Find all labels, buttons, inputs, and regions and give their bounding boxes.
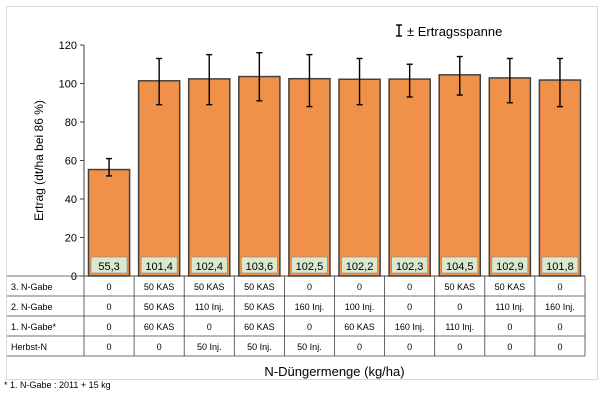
y-tick-label: 0 bbox=[71, 271, 77, 283]
table-cell: 0 bbox=[557, 342, 562, 352]
bar bbox=[137, 80, 181, 277]
table-cell: 0 bbox=[557, 282, 562, 292]
bar-chart: 0 20 40 60 80 100 120 Ertrag (dt/ha bei 86 %) ± … bbox=[7, 24, 586, 379]
table-cell: 0 bbox=[357, 282, 362, 292]
table-cell: 0 bbox=[107, 282, 112, 292]
bar bbox=[238, 75, 281, 277]
table-cell: 0 bbox=[107, 342, 112, 352]
table-cell: 0 bbox=[307, 322, 312, 332]
table-cell: 50 KAS bbox=[244, 302, 275, 312]
value-label: 55,3 bbox=[98, 261, 119, 273]
table-cell: 0 bbox=[107, 322, 112, 332]
value-label-box bbox=[291, 256, 328, 274]
value-label-box bbox=[491, 256, 529, 274]
table-cell: 110 Inj. bbox=[445, 322, 474, 332]
table-cell: 50 KAS bbox=[194, 282, 225, 292]
x-axis-title: N-Düngermenge (kg/ha) bbox=[264, 364, 404, 379]
table-cell: 110 Inj. bbox=[495, 302, 524, 312]
table-cell: 50 KAS bbox=[144, 302, 175, 312]
y-tick-label: 40 bbox=[65, 194, 77, 206]
table-cell: 0 bbox=[507, 322, 512, 332]
value-label-box bbox=[140, 256, 178, 274]
value-label: 101,4 bbox=[145, 261, 173, 273]
legend-label: ± Ertragsspanne bbox=[407, 24, 502, 39]
value-label: 102,3 bbox=[396, 261, 424, 273]
table-row-label: 3. N-Gabe bbox=[11, 282, 53, 292]
table-cell: 50 KAS bbox=[495, 282, 526, 292]
y-tick-label: 60 bbox=[65, 156, 77, 168]
table-cell: 0 bbox=[307, 282, 312, 292]
footnote: * 1. N-Gabe : 2011 + 15 kg bbox=[4, 380, 111, 390]
table-cell: 110 Inj. bbox=[195, 302, 224, 312]
table-cell: 0 bbox=[457, 342, 462, 352]
table-cell: 50 Inj. bbox=[197, 342, 222, 352]
table-cell: 100 Inj. bbox=[345, 302, 375, 312]
value-label-box bbox=[241, 256, 278, 274]
bar bbox=[538, 79, 582, 277]
chart-frame: 0 20 40 60 80 100 120 Ertrag (dt/ha bei 86 %) ± … bbox=[6, 6, 598, 380]
table-cell: 0 bbox=[507, 342, 512, 352]
bar bbox=[488, 77, 532, 277]
table-cell: 60 KAS bbox=[344, 322, 375, 332]
value-label: 102,9 bbox=[496, 261, 524, 273]
table-cell: 0 bbox=[357, 342, 362, 352]
value-label-box bbox=[341, 256, 378, 274]
bar bbox=[288, 77, 331, 277]
value-label: 101,8 bbox=[546, 261, 574, 273]
value-label: 102,4 bbox=[195, 261, 223, 273]
y-axis-title: Ertrag (dt/ha bei 86 %) bbox=[32, 100, 46, 221]
value-label: 102,2 bbox=[346, 261, 374, 273]
bar bbox=[438, 74, 482, 277]
value-label: 102,5 bbox=[296, 261, 324, 273]
value-label: 103,6 bbox=[246, 261, 274, 273]
y-tick-label: 20 bbox=[65, 233, 77, 245]
table-row-label: Herbst-N bbox=[11, 342, 47, 352]
table-cell: 160 Inj. bbox=[295, 302, 325, 312]
table-cell: 60 KAS bbox=[244, 322, 275, 332]
table-row-label: 2. N-Gabe bbox=[11, 302, 53, 312]
value-label-box bbox=[90, 256, 128, 274]
bar bbox=[388, 78, 431, 277]
table-cell: 0 bbox=[457, 302, 462, 312]
value-label-box bbox=[190, 256, 228, 274]
table-cell: 0 bbox=[407, 342, 412, 352]
y-tick-label: 80 bbox=[65, 117, 77, 129]
value-label-box bbox=[541, 256, 579, 274]
table-cell: 0 bbox=[557, 322, 562, 332]
table-cell: 50 Inj. bbox=[297, 342, 322, 352]
table-cell: 50 KAS bbox=[444, 282, 475, 292]
table-cell: 50 KAS bbox=[144, 282, 175, 292]
table-cell: 0 bbox=[107, 302, 112, 312]
table-cell: 0 bbox=[407, 302, 412, 312]
table-cell: 0 bbox=[407, 282, 412, 292]
value-label: 104,5 bbox=[446, 261, 474, 273]
table-cell: 0 bbox=[207, 322, 212, 332]
table-cell: 160 Inj. bbox=[395, 322, 425, 332]
y-tick-label: 120 bbox=[59, 40, 77, 52]
table-cell: 160 Inj. bbox=[545, 302, 575, 312]
table-row-label: 1. N-Gabe* bbox=[11, 322, 57, 332]
table-cell: 60 KAS bbox=[144, 322, 175, 332]
table-cell: 0 bbox=[157, 342, 162, 352]
value-label-box bbox=[441, 256, 479, 274]
bar bbox=[338, 78, 381, 277]
y-tick-label: 100 bbox=[59, 79, 77, 91]
table-cell: 50 Inj. bbox=[247, 342, 272, 352]
bar bbox=[187, 78, 231, 277]
table-cell: 50 KAS bbox=[244, 282, 275, 292]
value-label-box bbox=[391, 256, 428, 274]
